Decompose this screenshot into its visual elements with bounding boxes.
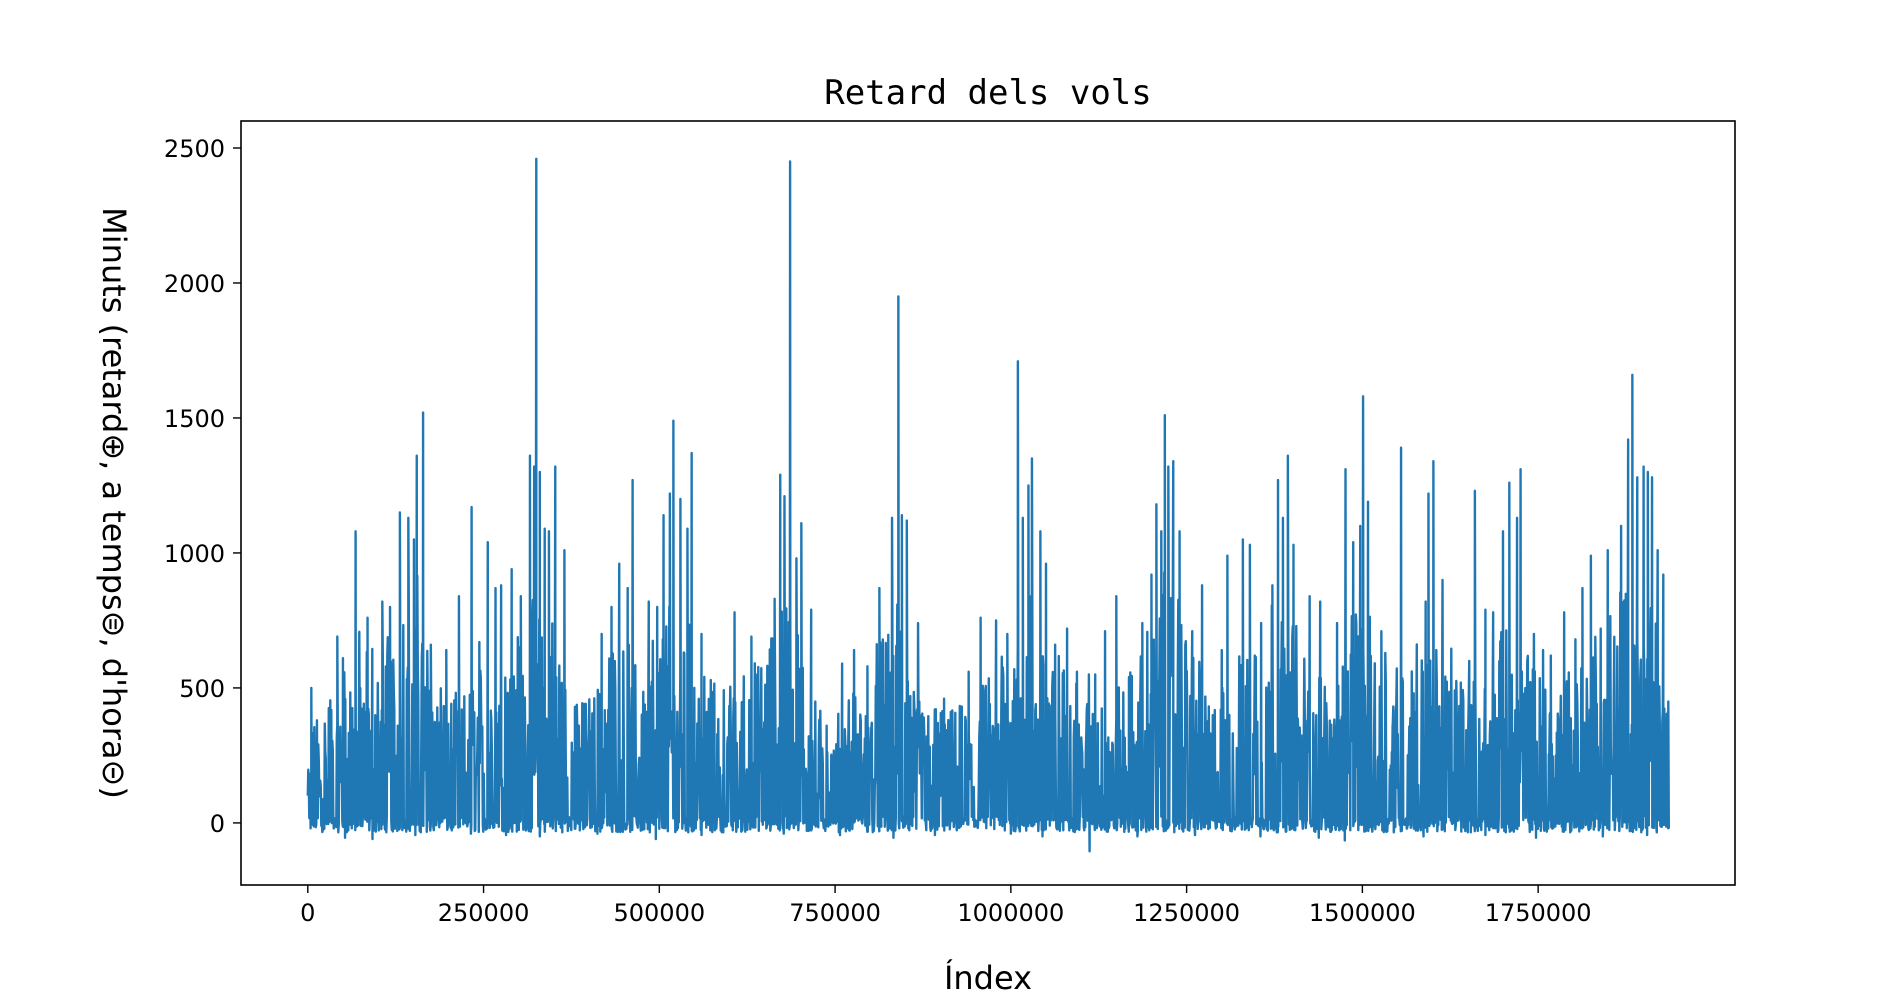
y-tick-label: 500 (179, 675, 225, 703)
plot-area (306, 157, 1670, 853)
x-tick-label: 1250000 (1133, 899, 1240, 927)
y-tick-label: 1500 (164, 405, 225, 433)
x-tick-label: 1500000 (1309, 899, 1416, 927)
x-axis-label: Índex (944, 959, 1032, 997)
y-tick-label: 2500 (164, 135, 225, 163)
axes-frame (240, 120, 1736, 886)
x-tick-label: 0 (300, 899, 315, 927)
y-axis: 0 500 1000 1500 2000 2500 (164, 135, 241, 838)
y-tick-label: 0 (210, 810, 225, 838)
chart-title: Retard dels vols (824, 73, 1152, 113)
x-tick-label: 1750000 (1485, 899, 1592, 927)
y-tick-label: 2000 (164, 270, 225, 298)
delay-series-line (306, 157, 1670, 853)
x-tick-label: 1000000 (957, 899, 1064, 927)
x-tick-label: 250000 (438, 899, 530, 927)
x-axis: 0 250000 500000 750000 1000000 1250000 1500000… (300, 885, 1592, 927)
y-tick-label: 1000 (164, 540, 225, 568)
x-tick-label: 750000 (789, 899, 881, 927)
x-tick-label: 500000 (614, 899, 706, 927)
y-axis-label: Minuts (retard⊕, a temps⊜, d'hora⊝) (95, 207, 133, 799)
